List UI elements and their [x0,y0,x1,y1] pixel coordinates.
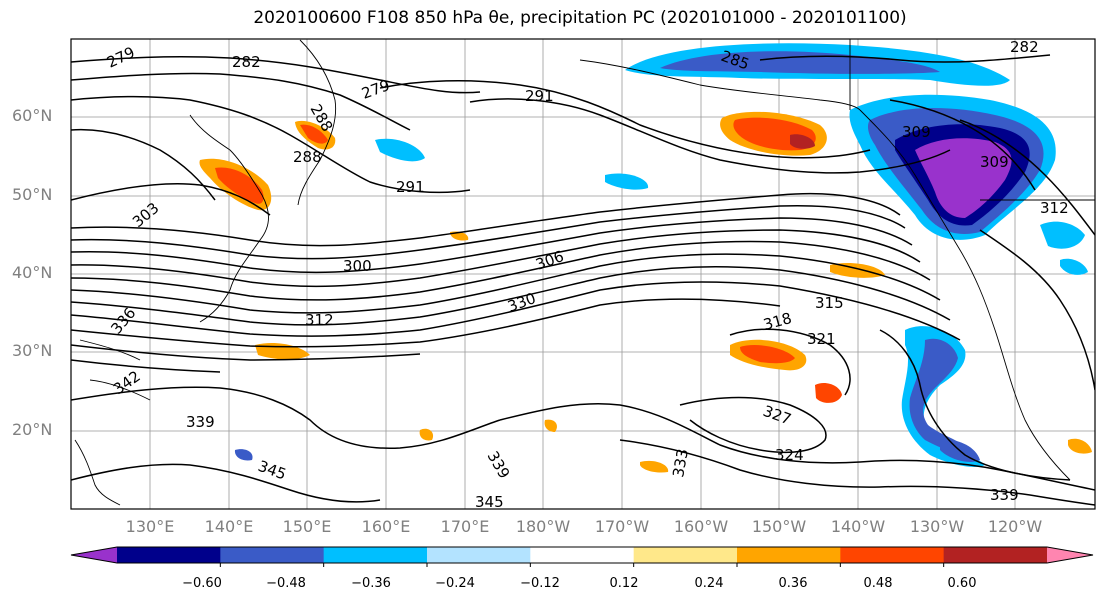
lon-label: 160°W [673,517,729,536]
lon-label: 140°W [830,517,886,536]
contour-label: 339 [990,486,1019,504]
coastlines [74,39,1095,506]
colorbar-tick-label: −0.60 [182,576,222,591]
contour-label: 291 [525,87,554,105]
colorbar-tick-label: 0.48 [863,576,893,591]
colorbar-tick-label: 0.24 [694,576,724,591]
contour-label: 282 [1010,38,1039,56]
lon-label: 120°W [987,517,1043,536]
contour-label: 291 [396,178,425,196]
contour-label: 321 [807,330,836,348]
contour-label: 309 [902,123,931,141]
colorbar-tick-label: −0.48 [266,576,306,591]
lat-label: 20°N [12,420,53,439]
theta-e-contours [71,54,1095,506]
colorbar-tick-label: −0.12 [520,576,560,591]
lon-label: 140°E [204,517,254,536]
colorbar-tick-label: −0.24 [435,576,475,591]
map-frame [70,38,1096,510]
lon-label: 170°W [594,517,650,536]
contour-label: 324 [775,446,804,464]
colorbar-tick-label: −0.36 [351,576,391,591]
contour-label: 282 [232,53,261,71]
contour-label: 345 [475,493,504,511]
lon-label: 150°W [751,517,807,536]
lat-label: 50°N [12,185,53,204]
lat-label: 40°N [12,263,53,282]
contour-label: 309 [980,153,1009,171]
lon-label: 180°W [515,517,571,536]
lat-label: 30°N [12,341,53,360]
contour-label: 300 [343,257,372,275]
lon-label: 130°W [909,517,965,536]
figure-title: 2020100600 F108 850 hPa θe, precipitatio… [253,8,907,28]
lon-label: 170°E [440,517,490,536]
contour-label: 312 [305,311,334,329]
colorbar-tick-label: 0.12 [609,576,639,591]
colorbar-tick-label: 0.36 [778,576,808,591]
lon-label: 130°E [125,517,175,536]
lon-label: 160°E [361,517,411,536]
contour-label: 315 [815,294,844,312]
lon-label: 150°E [282,517,332,536]
contour-label: 333 [669,447,692,478]
contour-label: 339 [186,413,215,431]
contour-label: 312 [1040,199,1069,217]
colorbar-tick-label: 0.60 [947,576,977,591]
contour-label: 288 [293,148,322,166]
lat-label: 60°N [12,106,53,125]
